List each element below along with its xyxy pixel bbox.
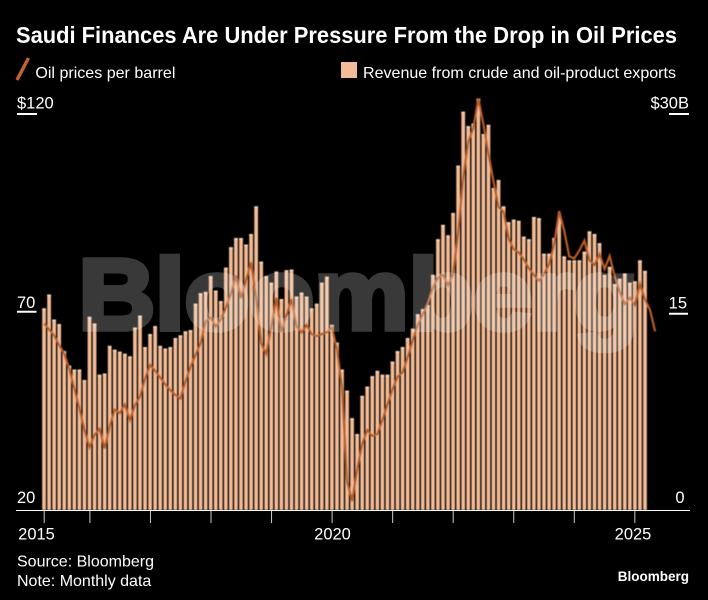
svg-text:70: 70 xyxy=(17,294,35,312)
svg-text:Note: Monthly data: Note: Monthly data xyxy=(17,573,151,590)
svg-text:Revenue from crude and oil-pro: Revenue from crude and oil-product expor… xyxy=(363,65,676,82)
svg-text:15: 15 xyxy=(669,295,687,313)
svg-text:Bloomberg: Bloomberg xyxy=(618,569,689,584)
svg-text:$30B: $30B xyxy=(650,95,689,113)
svg-text:Bloomberg: Bloomberg xyxy=(79,239,639,351)
svg-text:20: 20 xyxy=(17,489,35,507)
svg-text:0: 0 xyxy=(675,489,684,507)
svg-text:2025: 2025 xyxy=(615,526,652,544)
svg-text:Oil prices per barrel: Oil prices per barrel xyxy=(35,65,175,82)
svg-text:$120: $120 xyxy=(17,95,54,113)
svg-text:Source: Bloomberg: Source: Bloomberg xyxy=(17,554,154,571)
svg-text:2015: 2015 xyxy=(18,526,55,544)
svg-text:Saudi Finances Are Under Press: Saudi Finances Are Under Pressure From t… xyxy=(16,22,677,48)
svg-text:2020: 2020 xyxy=(314,526,351,544)
